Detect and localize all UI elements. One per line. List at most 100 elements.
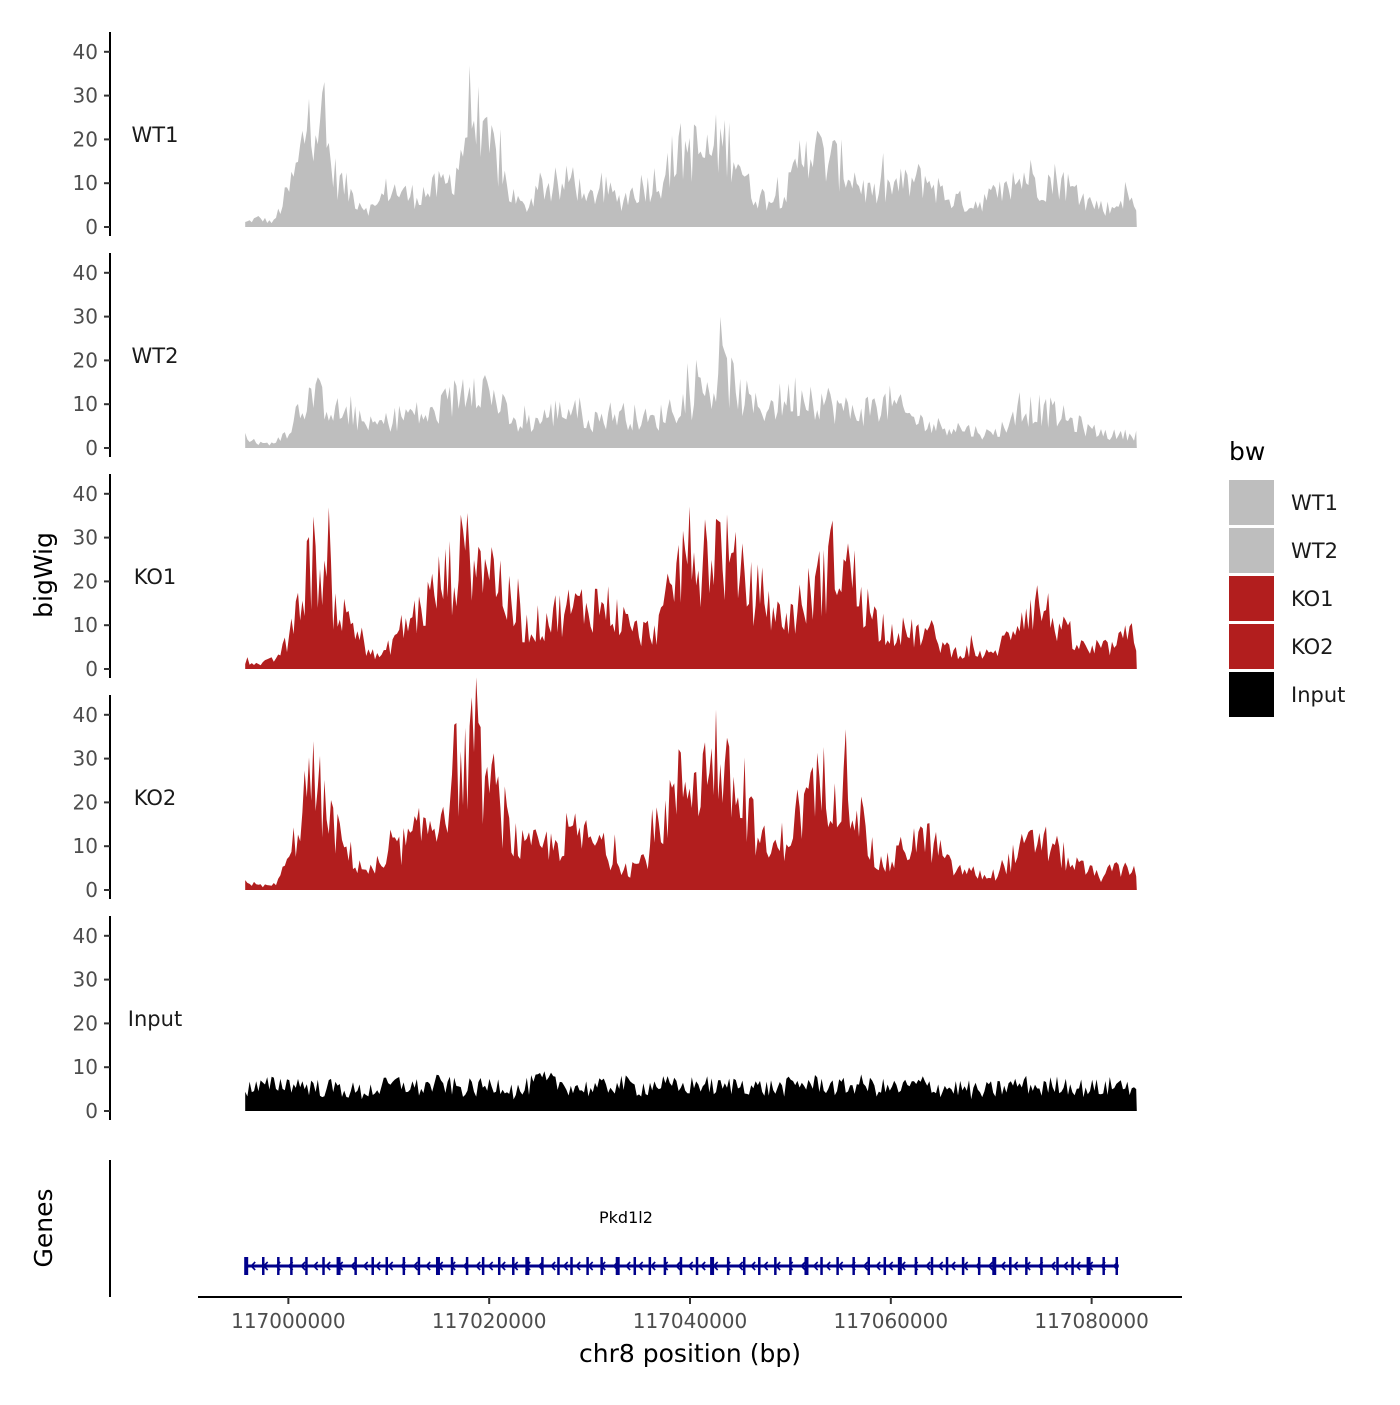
genes-track-title: Genes [29, 1188, 58, 1267]
y-tick-label: 20 [73, 1011, 98, 1035]
track-label-ko2: KO2 [134, 786, 177, 810]
signal-area-input [245, 1071, 1137, 1111]
strand-arrow [812, 1261, 819, 1271]
strand-arrow [875, 1261, 881, 1271]
exon-block [402, 1257, 406, 1275]
y-tick-label: 30 [73, 526, 98, 550]
strand-arrow [312, 1261, 319, 1271]
exon-block [1071, 1257, 1074, 1275]
x-axis: chr8 position (bp) 117000000 117020000 117… [198, 1296, 1182, 1368]
exon-block [541, 1257, 544, 1275]
y-tick-label: 30 [73, 747, 98, 771]
strand-arrow [425, 1261, 431, 1271]
exon-block [481, 1257, 485, 1275]
y-tick-label: 0 [85, 878, 98, 902]
exon-block [497, 1257, 501, 1275]
legend-label-ko1: KO1 [1291, 587, 1334, 611]
track-label-wt2: WT2 [132, 344, 179, 368]
strand-arrow [500, 1261, 506, 1271]
strand-arrow [675, 1261, 681, 1271]
legend-label-wt1: WT1 [1291, 491, 1338, 515]
y-tick-label: 10 [73, 1055, 98, 1079]
exon-block [726, 1257, 730, 1275]
y-tick-label: 0 [85, 215, 98, 239]
strand-arrow [412, 1261, 419, 1271]
exon-block [1025, 1257, 1028, 1275]
signal-area-ko1 [245, 506, 1137, 669]
exon-block [570, 1257, 573, 1275]
exon-block [633, 1257, 637, 1275]
exon-block [836, 1257, 839, 1275]
exon-block [867, 1257, 870, 1275]
strand-arrow [550, 1261, 556, 1271]
exon-block [961, 1257, 965, 1275]
y-tick-label: 10 [73, 834, 98, 858]
exon-block [679, 1257, 683, 1275]
strand-arrow [750, 1261, 756, 1271]
strand-arrow [1062, 1261, 1069, 1271]
strand-arrow [937, 1261, 944, 1271]
exon-block [385, 1257, 389, 1275]
track-panel-ko1: 0 10 20 30 40 KO1 [73, 474, 1137, 681]
y-tick-label: 40 [73, 703, 98, 727]
exon-block [336, 1257, 341, 1275]
exon-block [600, 1257, 603, 1275]
track-label-wt1: WT1 [132, 123, 179, 147]
exon-block [789, 1257, 792, 1275]
exon-block [305, 1257, 308, 1275]
track-panel-wt2: 0 10 20 30 40 WT2 [73, 253, 1137, 460]
strand-arrow [925, 1261, 931, 1271]
track-panel-wt1: 0 10 20 30 40 WT1 [73, 32, 1137, 239]
exon-block [615, 1257, 620, 1275]
exon-block [244, 1257, 249, 1275]
exon-block [852, 1257, 855, 1275]
exon-block [758, 1257, 761, 1275]
strand-arrow [1000, 1261, 1006, 1271]
gene-model-pkd1l2: Pkd1l2 [244, 1208, 1119, 1275]
legend: bw WT1 WT2 KO1 KO2 Input [1229, 437, 1345, 717]
exon-block [914, 1257, 918, 1275]
strand-arrow [362, 1261, 369, 1271]
strand-arrow [625, 1261, 631, 1271]
y-tick-label: 10 [73, 392, 98, 416]
exon-block [945, 1257, 949, 1275]
exon-block [1115, 1257, 1118, 1275]
x-axis-title: chr8 position (bp) [579, 1339, 801, 1368]
exon-block [742, 1257, 746, 1275]
exon-block [930, 1257, 934, 1275]
y-tick-label: 20 [73, 348, 98, 372]
strand-arrow [825, 1261, 831, 1271]
y-tick-label: 40 [73, 482, 98, 506]
strand-arrow [250, 1261, 256, 1271]
exon-block [663, 1257, 667, 1275]
strand-arrow [1075, 1261, 1081, 1271]
x-tick-label: 117020000 [432, 1309, 547, 1333]
strand-arrow [862, 1261, 869, 1271]
legend-key-wt1 [1229, 480, 1274, 525]
strand-arrow [1050, 1261, 1056, 1271]
y-tick-label: 30 [73, 84, 98, 108]
y-tick-label: 30 [73, 305, 98, 329]
exon-block [1056, 1257, 1059, 1275]
exon-block [525, 1257, 530, 1275]
exon-block [557, 1257, 560, 1275]
x-tick-label: 117060000 [834, 1309, 949, 1333]
x-tick-label: 117080000 [1034, 1309, 1149, 1333]
exon-block [435, 1257, 440, 1275]
y-tick-label: 40 [73, 924, 98, 948]
strand-arrow [562, 1261, 569, 1271]
strand-arrow [1012, 1261, 1019, 1271]
strand-arrow [700, 1261, 706, 1271]
track-label-input: Input [128, 1007, 182, 1031]
exon-block [820, 1257, 823, 1275]
strand-arrow [350, 1261, 356, 1271]
exon-block [648, 1257, 652, 1275]
exon-block [586, 1257, 589, 1275]
strand-arrow [487, 1261, 494, 1271]
strand-arrow [650, 1261, 656, 1271]
legend-title: bw [1229, 437, 1265, 466]
strand-arrow [325, 1261, 331, 1271]
exon-block [804, 1257, 809, 1275]
